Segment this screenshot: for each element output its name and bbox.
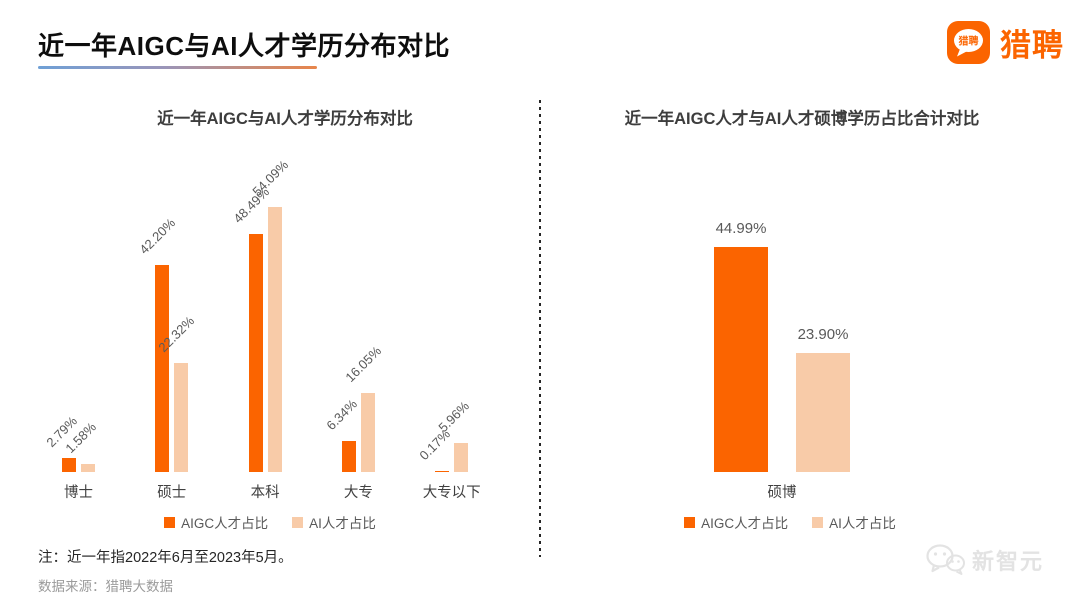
xinzhiyuan-watermark: 新智元	[925, 543, 1044, 577]
right-chart-title: 近一年AIGC人才与AI人才硕博学历占比合计对比	[624, 110, 980, 128]
category-label: 本科	[250, 485, 280, 501]
legend-item-ai: AI人才占比	[292, 512, 376, 532]
left-chart-plot: 2.79% 1.58% 博士 42.20% 22.32% 硕士 48.49% 54.09% 本科…	[40, 150, 500, 501]
category-label: 博士	[64, 485, 93, 501]
aigc-bar	[248, 234, 263, 472]
legend-swatch	[164, 516, 176, 528]
legend-item-aigc: AIGC人才占比	[684, 512, 788, 532]
bar-value-label: 5.96%	[435, 398, 473, 435]
legend-swatch	[292, 516, 304, 528]
ai-bar	[174, 362, 189, 472]
category-label: 硕博	[767, 485, 797, 501]
legend-label: AI人才占比	[829, 516, 896, 531]
page-title: 近一年AIGC与AI人才学历分布对比	[38, 31, 451, 61]
legend-swatch	[684, 516, 696, 528]
charts-divider	[539, 100, 541, 557]
liepin-logo: 猎聘 猎聘	[946, 20, 1064, 65]
legend-item-aigc: AIGC人才占比	[164, 512, 268, 532]
aigc-bar	[435, 470, 450, 472]
wechat-icon	[926, 544, 965, 575]
bar-value-label: 6.34%	[323, 396, 360, 433]
bar-value-label: 42.20%	[136, 215, 179, 258]
svg-text:猎聘: 猎聘	[959, 35, 979, 48]
aigc-bar	[62, 458, 76, 472]
right-chart-legend: AIGC人才占比 AI人才占比	[560, 512, 1020, 532]
legend-label: AIGC人才占比	[701, 516, 789, 531]
legend-label: AIGC人才占比	[181, 516, 269, 531]
aigc-bar	[155, 265, 170, 472]
right-chart-plot: 44.99% 23.90% 硕博	[560, 150, 1020, 501]
bar-value-label: 44.99%	[715, 220, 767, 238]
legend-item-ai: AI人才占比	[812, 512, 896, 532]
aigc-bar	[341, 440, 356, 472]
aigc-bar	[714, 247, 768, 472]
left-chart-title: 近一年AIGC与AI人才学历分布对比	[157, 110, 413, 128]
liepin-logo-icon: 猎聘	[947, 21, 990, 64]
category-label: 硕士	[157, 485, 187, 501]
ai-bar	[267, 206, 282, 472]
left-chart-legend: AIGC人才占比 AI人才占比	[40, 512, 500, 532]
category-label: 大专	[343, 485, 373, 501]
bar-value-label: 23.90%	[797, 325, 849, 343]
ai-bar	[454, 442, 469, 472]
data-source: 数据来源：猎聘大数据	[38, 579, 173, 594]
bar-value-label: 16.05%	[342, 343, 385, 386]
category-label: 大专以下	[422, 485, 481, 501]
title-underline	[38, 66, 317, 69]
legend-label: AI人才占比	[309, 516, 376, 531]
ai-bar	[796, 352, 850, 472]
watermark-text: 新智元	[971, 549, 1044, 574]
ai-bar	[360, 393, 375, 472]
liepin-logo-text: 猎聘	[1000, 28, 1064, 63]
footnote: 注：近一年指2022年6月至2023年5月。	[38, 550, 293, 566]
ai-bar	[81, 464, 95, 472]
legend-swatch	[812, 516, 824, 528]
